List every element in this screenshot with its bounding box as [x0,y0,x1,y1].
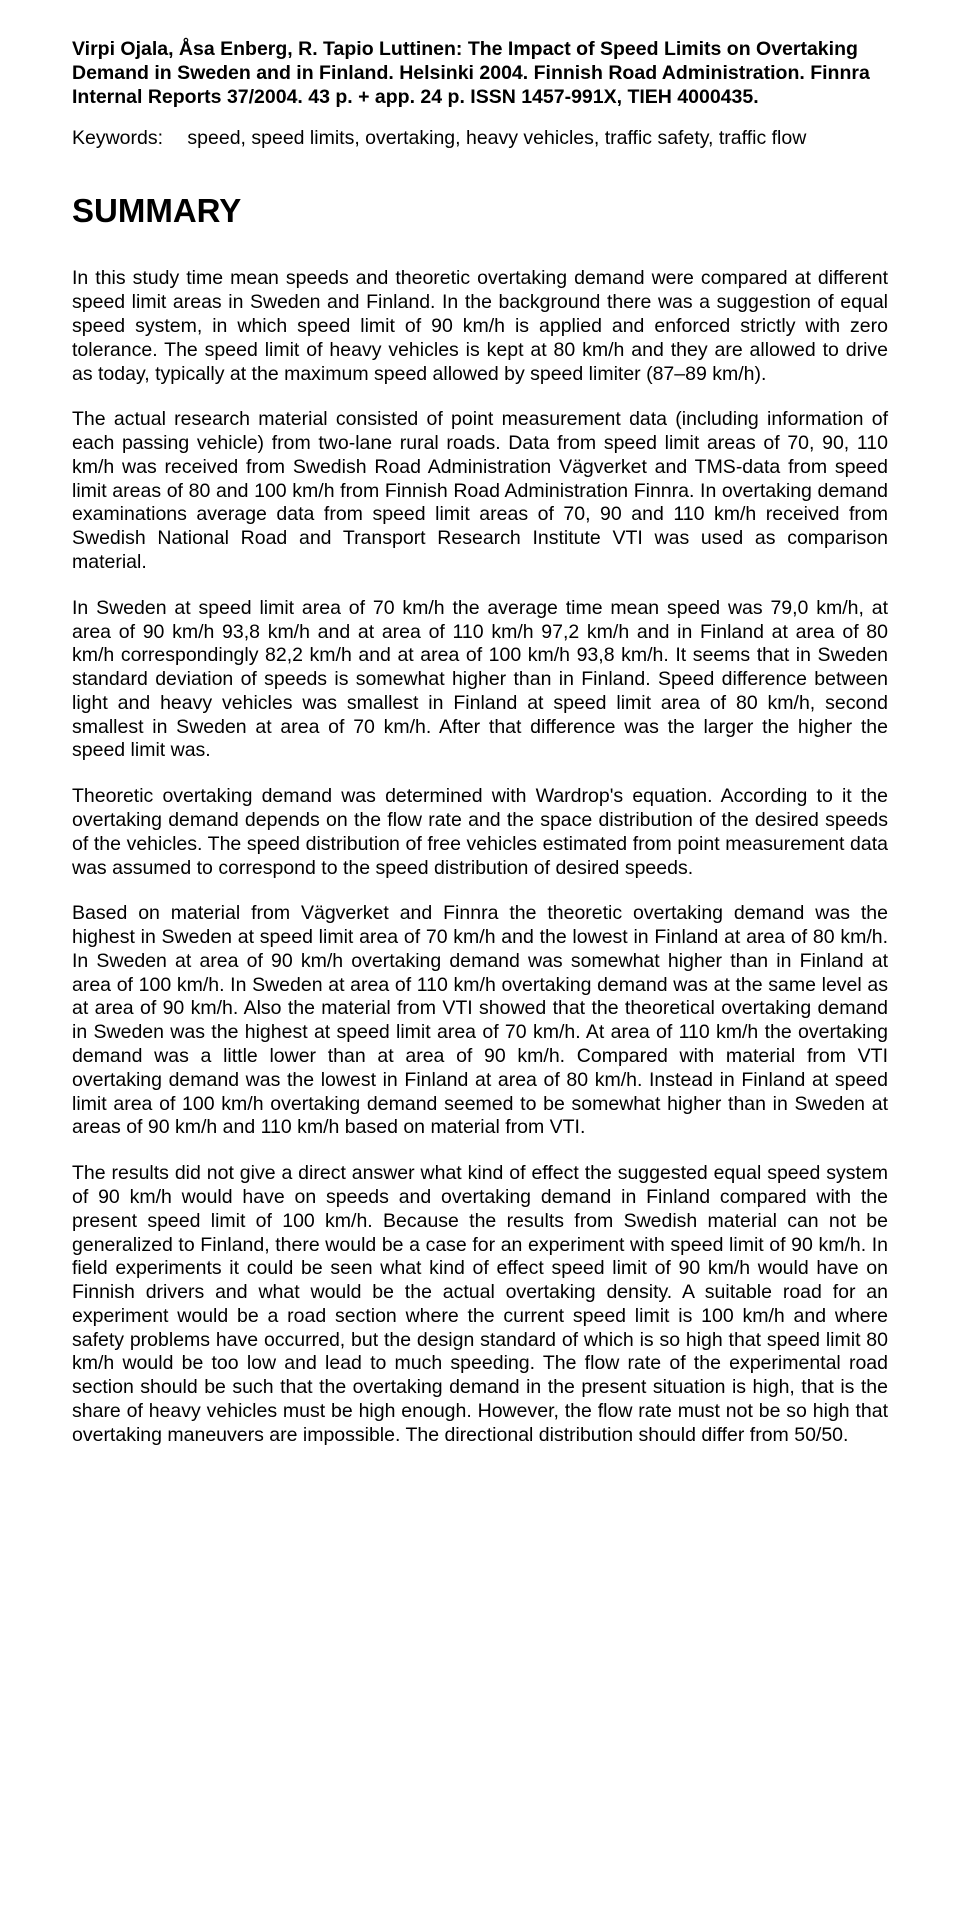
keywords-value: speed, speed limits, overtaking, heavy v… [187,127,877,151]
summary-paragraph: In Sweden at speed limit area of 70 km/h… [72,597,888,763]
summary-paragraph: The actual research material consisted o… [72,408,888,574]
summary-heading: SUMMARY [72,191,888,231]
summary-paragraph: Based on material from Vägverket and Fin… [72,902,888,1140]
keywords-label: Keywords: [72,127,182,151]
summary-paragraph: Theoretic overtaking demand was determin… [72,785,888,880]
citation-block: Virpi Ojala, Åsa Enberg, R. Tapio Luttin… [72,38,888,109]
keywords-row: Keywords: speed, speed limits, overtakin… [72,127,888,151]
summary-paragraph: In this study time mean speeds and theor… [72,267,888,386]
summary-paragraph: The results did not give a direct answer… [72,1162,888,1447]
